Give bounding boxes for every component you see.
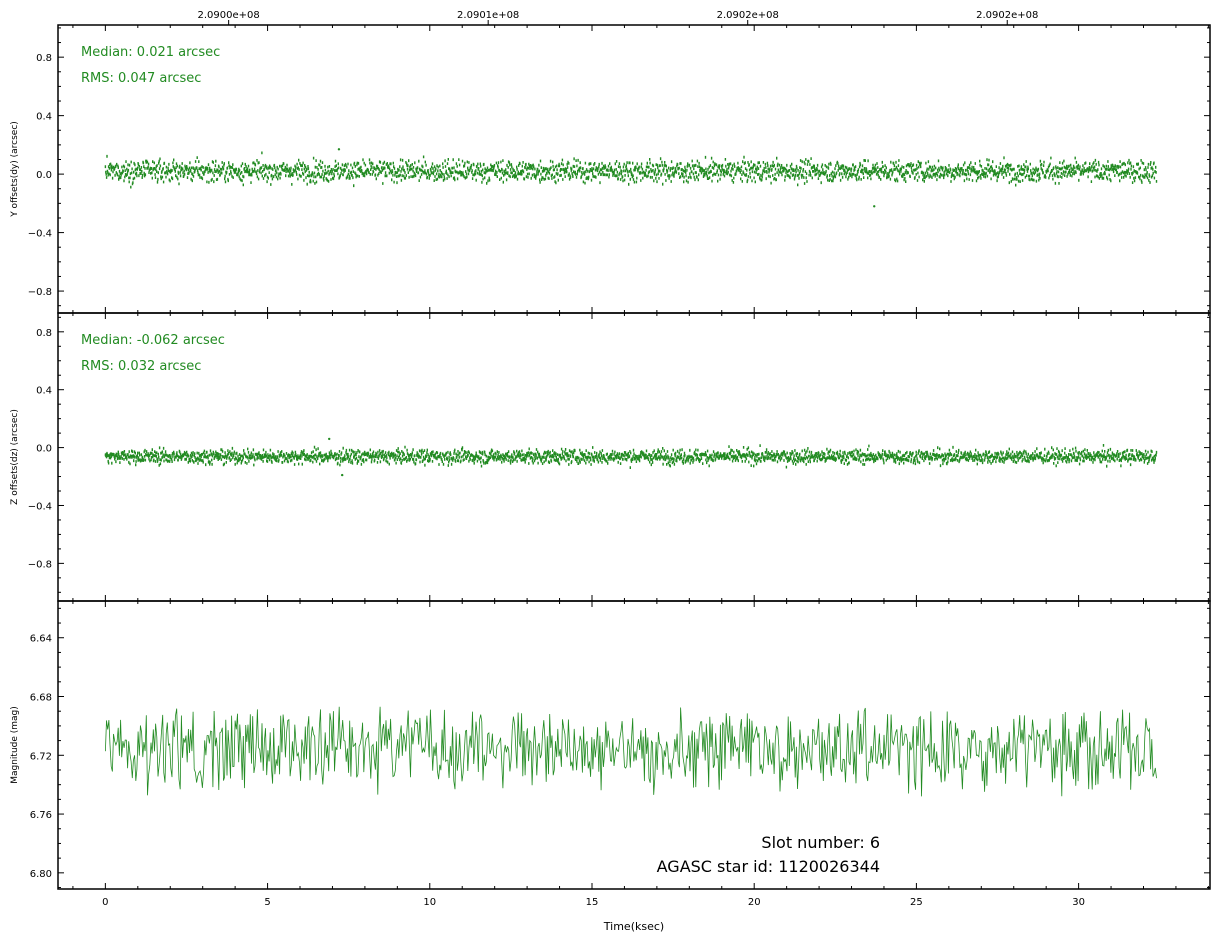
y-tick-label: 0.8 xyxy=(36,53,52,64)
stats-text: Median: 0.021 arcsec xyxy=(81,45,220,60)
series-line xyxy=(105,706,1157,797)
y-tick-label: −0.4 xyxy=(28,229,52,240)
y-tick-label: 0.4 xyxy=(36,386,52,397)
slot-number-annotation: Slot number: 6 xyxy=(761,833,880,852)
panel-2: −0.8 −0.4 0.0 0.4 0.8 Z offsets(dz) (arcsec) M… xyxy=(10,312,1211,602)
y-axis-label: Z offsets(dz) (arcsec) xyxy=(10,409,20,505)
y-axis-label: Y offsets(dy) (arcsec) xyxy=(10,121,20,218)
y-tick-label: 0.8 xyxy=(36,328,52,339)
stats-text: RMS: 0.032 arcsec xyxy=(81,359,201,374)
agasc-star-id-annotation: AGASC star id: 1120026344 xyxy=(657,857,880,876)
x-tick-label: 5 xyxy=(264,897,270,908)
y-tick-label: 0.0 xyxy=(36,170,52,181)
stats-text: RMS: 0.047 arcsec xyxy=(81,71,201,86)
y-tick-label: −0.8 xyxy=(28,287,52,298)
panel-3: 6.64 6.68 6.72 6.76 6.80 Magnitude (mag) 0 5 10 1… xyxy=(10,600,1211,908)
y-tick-label: 6.72 xyxy=(30,751,52,762)
outlier-point xyxy=(873,205,876,208)
x-tick-label: 0 xyxy=(102,897,108,908)
x-tick-label: 30 xyxy=(1072,897,1085,908)
top-axis-tick-label: 2.0902e+08 xyxy=(717,10,779,21)
y-tick-label: 0.4 xyxy=(36,112,52,123)
y-tick-label: 0.0 xyxy=(36,444,52,455)
x-tick-label: 15 xyxy=(586,897,599,908)
x-tick-label: 10 xyxy=(423,897,436,908)
y-axis-label: Magnitude (mag) xyxy=(10,706,20,784)
outlier-point xyxy=(337,148,341,151)
series-points xyxy=(104,151,1158,189)
panel-1: −0.8 −0.4 0.0 0.4 0.8 Y offsets(dy) (arcsec) M… xyxy=(10,24,1211,314)
top-axis-tick-label: 2.0901e+08 xyxy=(457,10,519,21)
top-axis: 2.0900e+08 2.0901e+08 2.0902e+08 2.0902e+08 xyxy=(198,10,1038,25)
outlier-point xyxy=(340,473,344,477)
panel-frame xyxy=(57,600,1211,890)
y-tick-label: 6.80 xyxy=(30,869,52,880)
y-tick-label: 6.64 xyxy=(30,634,52,645)
top-axis-tick-label: 2.0900e+08 xyxy=(198,10,260,21)
stats-text: Median: -0.062 arcsec xyxy=(81,333,225,348)
x-axis-label: Time(ksec) xyxy=(603,920,664,933)
top-axis-tick-label: 2.0902e+08 xyxy=(976,10,1038,21)
y-tick-label: 6.68 xyxy=(30,693,52,704)
y-tick-label: −0.4 xyxy=(28,501,52,512)
series-points xyxy=(104,444,1158,469)
x-tick-label: 20 xyxy=(748,897,761,908)
y-tick-label: 6.76 xyxy=(30,810,52,821)
y-tick-label: −0.8 xyxy=(28,559,52,570)
x-tick-label: 25 xyxy=(910,897,923,908)
outlier-point xyxy=(328,437,331,441)
